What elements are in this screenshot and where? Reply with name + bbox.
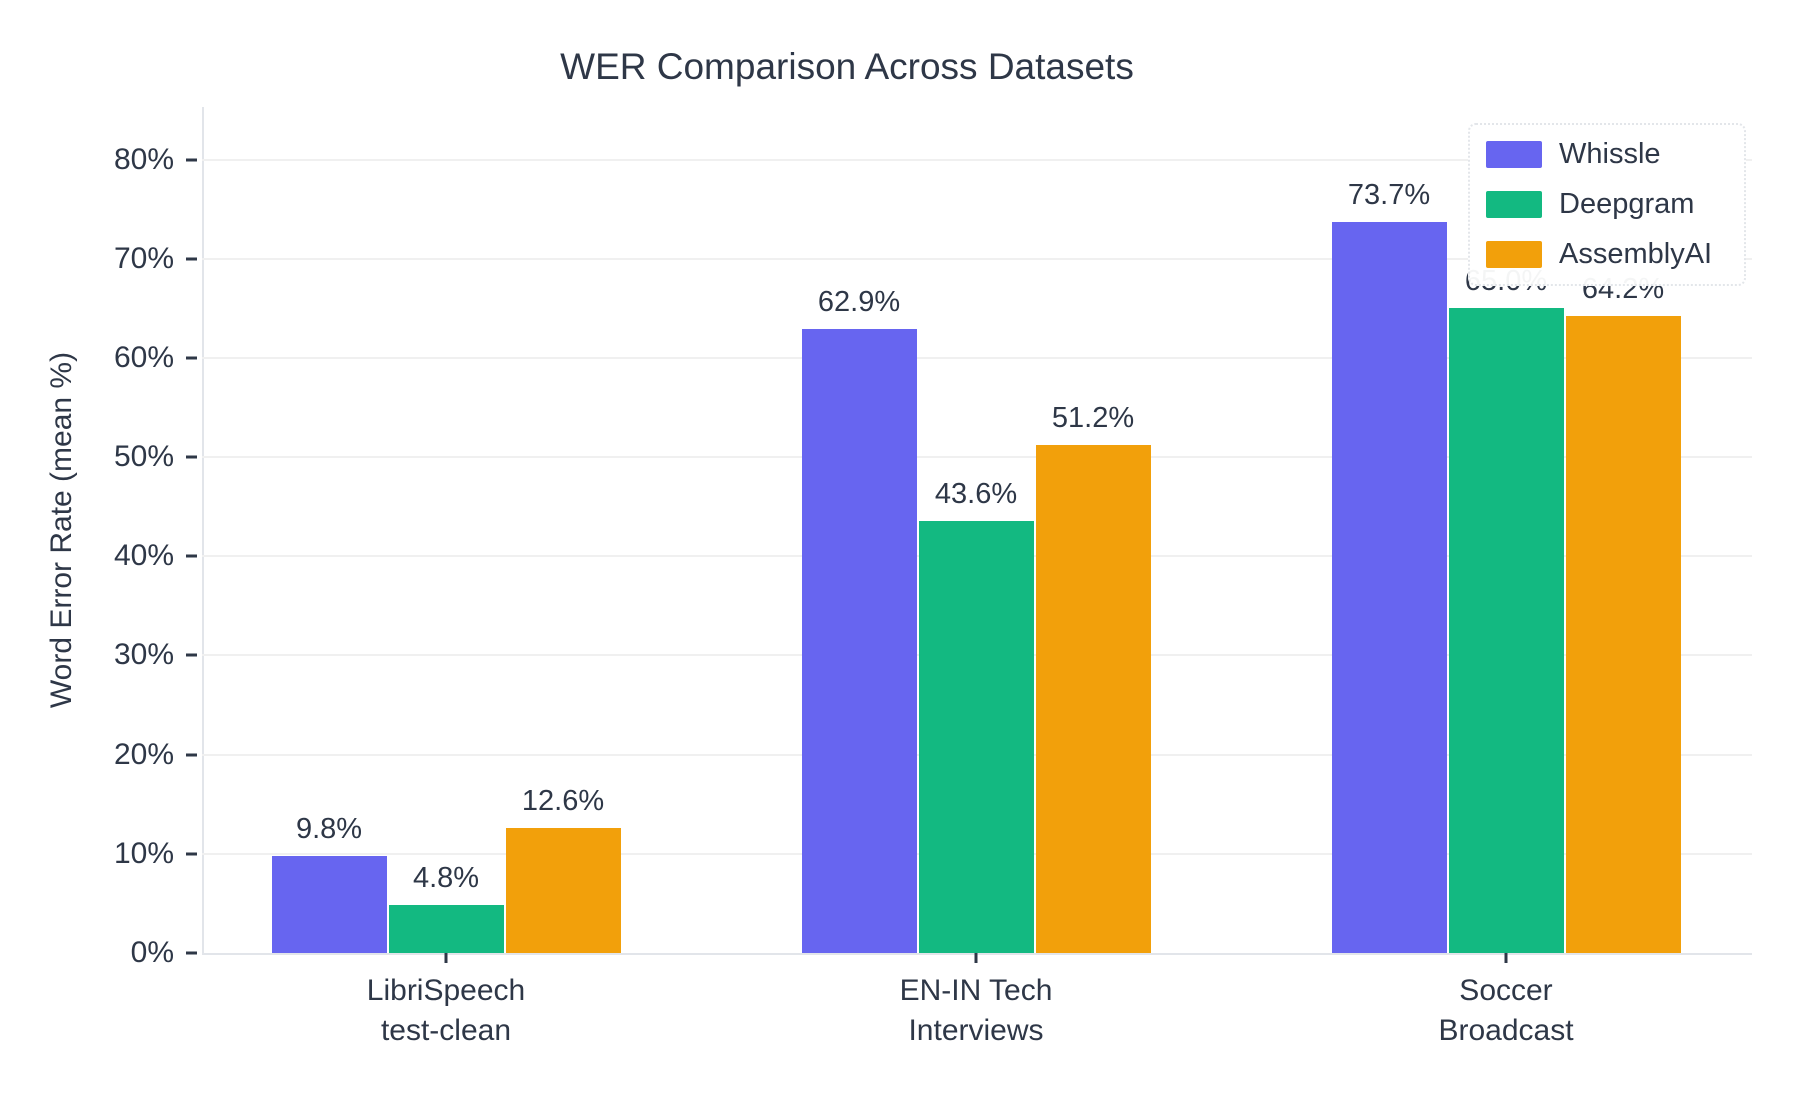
x-tick-mark: [1504, 953, 1508, 963]
y-axis-title: Word Error Rate (mean %): [45, 351, 78, 709]
legend-item-whissle: Whissle: [1486, 138, 1728, 171]
y-tick-label: 80%: [113, 142, 174, 176]
y-tick-label: 30%: [113, 638, 174, 672]
bar-deepgram-2: [918, 520, 1034, 953]
y-tick-label: 40%: [113, 539, 174, 573]
y-tick-label: 10%: [113, 836, 174, 870]
gridline: [202, 158, 1752, 161]
bar-value-label: 12.6%: [521, 785, 605, 818]
legend-item-deepgram: Deepgram: [1486, 188, 1728, 221]
bar-assemblyai-1: [505, 828, 621, 953]
y-tick-mark: [186, 951, 197, 955]
bar-whissle-3: [1331, 222, 1447, 953]
gridline: [202, 456, 1752, 459]
y-tick-mark: [186, 554, 197, 558]
y-tick-label: 50%: [113, 440, 174, 474]
y-tick-mark: [186, 455, 197, 459]
y-tick-label: 20%: [113, 737, 174, 771]
y-tick-label: 0%: [130, 936, 174, 969]
bar-value-label: 62.9%: [817, 286, 901, 319]
legend-swatch-deepgram: [1486, 191, 1542, 218]
bar-assemblyai-3: [1565, 316, 1681, 953]
y-tick-mark: [186, 753, 197, 757]
legend-label: Deepgram: [1559, 188, 1695, 220]
bar-deepgram-1: [388, 905, 504, 953]
gridline: [202, 257, 1752, 260]
y-tick-mark: [186, 158, 197, 162]
bar-value-label: 73.7%: [1347, 179, 1431, 212]
y-tick-mark: [186, 653, 197, 657]
y-tick-mark: [186, 852, 197, 856]
legend-label: AssemblyAI: [1559, 238, 1713, 270]
legend-item-assemblyai: AssemblyAI: [1486, 238, 1728, 271]
bar-value-label: 51.2%: [1051, 402, 1135, 435]
y-tick-label: 70%: [113, 241, 174, 275]
gridline: [202, 356, 1752, 359]
x-tick-label: Soccer Broadcast: [1438, 974, 1574, 1047]
bar-value-label: 43.6%: [934, 477, 1018, 510]
x-tick-mark: [444, 953, 448, 963]
y-tick-mark: [186, 257, 197, 261]
legend-swatch-whissle: [1486, 141, 1542, 168]
bar-value-label: 9.8%: [295, 812, 363, 845]
chart-title: WER Comparison Across Datasets: [560, 46, 1134, 87]
y-axis-spine: [202, 107, 204, 953]
bar-value-label: 4.8%: [412, 862, 480, 895]
legend-swatch-assemblyai: [1486, 241, 1542, 268]
bar-whissle-1: [271, 855, 387, 953]
bar-whissle-2: [801, 329, 917, 953]
x-tick-mark: [974, 953, 978, 963]
x-tick-label: EN-IN Tech Interviews: [899, 974, 1053, 1047]
x-tick-label: LibriSpeech test-clean: [366, 974, 526, 1047]
bar-deepgram-3: [1448, 308, 1564, 953]
plot-area: 0% 10% 20% 30% 40% 50% 60% 70% 80% 9.8% 4.8% 12.6% L…: [114, 107, 1752, 1047]
legend-label: Whissle: [1559, 138, 1661, 170]
y-tick-mark: [186, 356, 197, 360]
bar-assemblyai-2: [1035, 445, 1151, 953]
legend: Whissle Deepgram AssemblyAI: [1468, 123, 1746, 286]
y-tick-label: 60%: [113, 340, 174, 374]
